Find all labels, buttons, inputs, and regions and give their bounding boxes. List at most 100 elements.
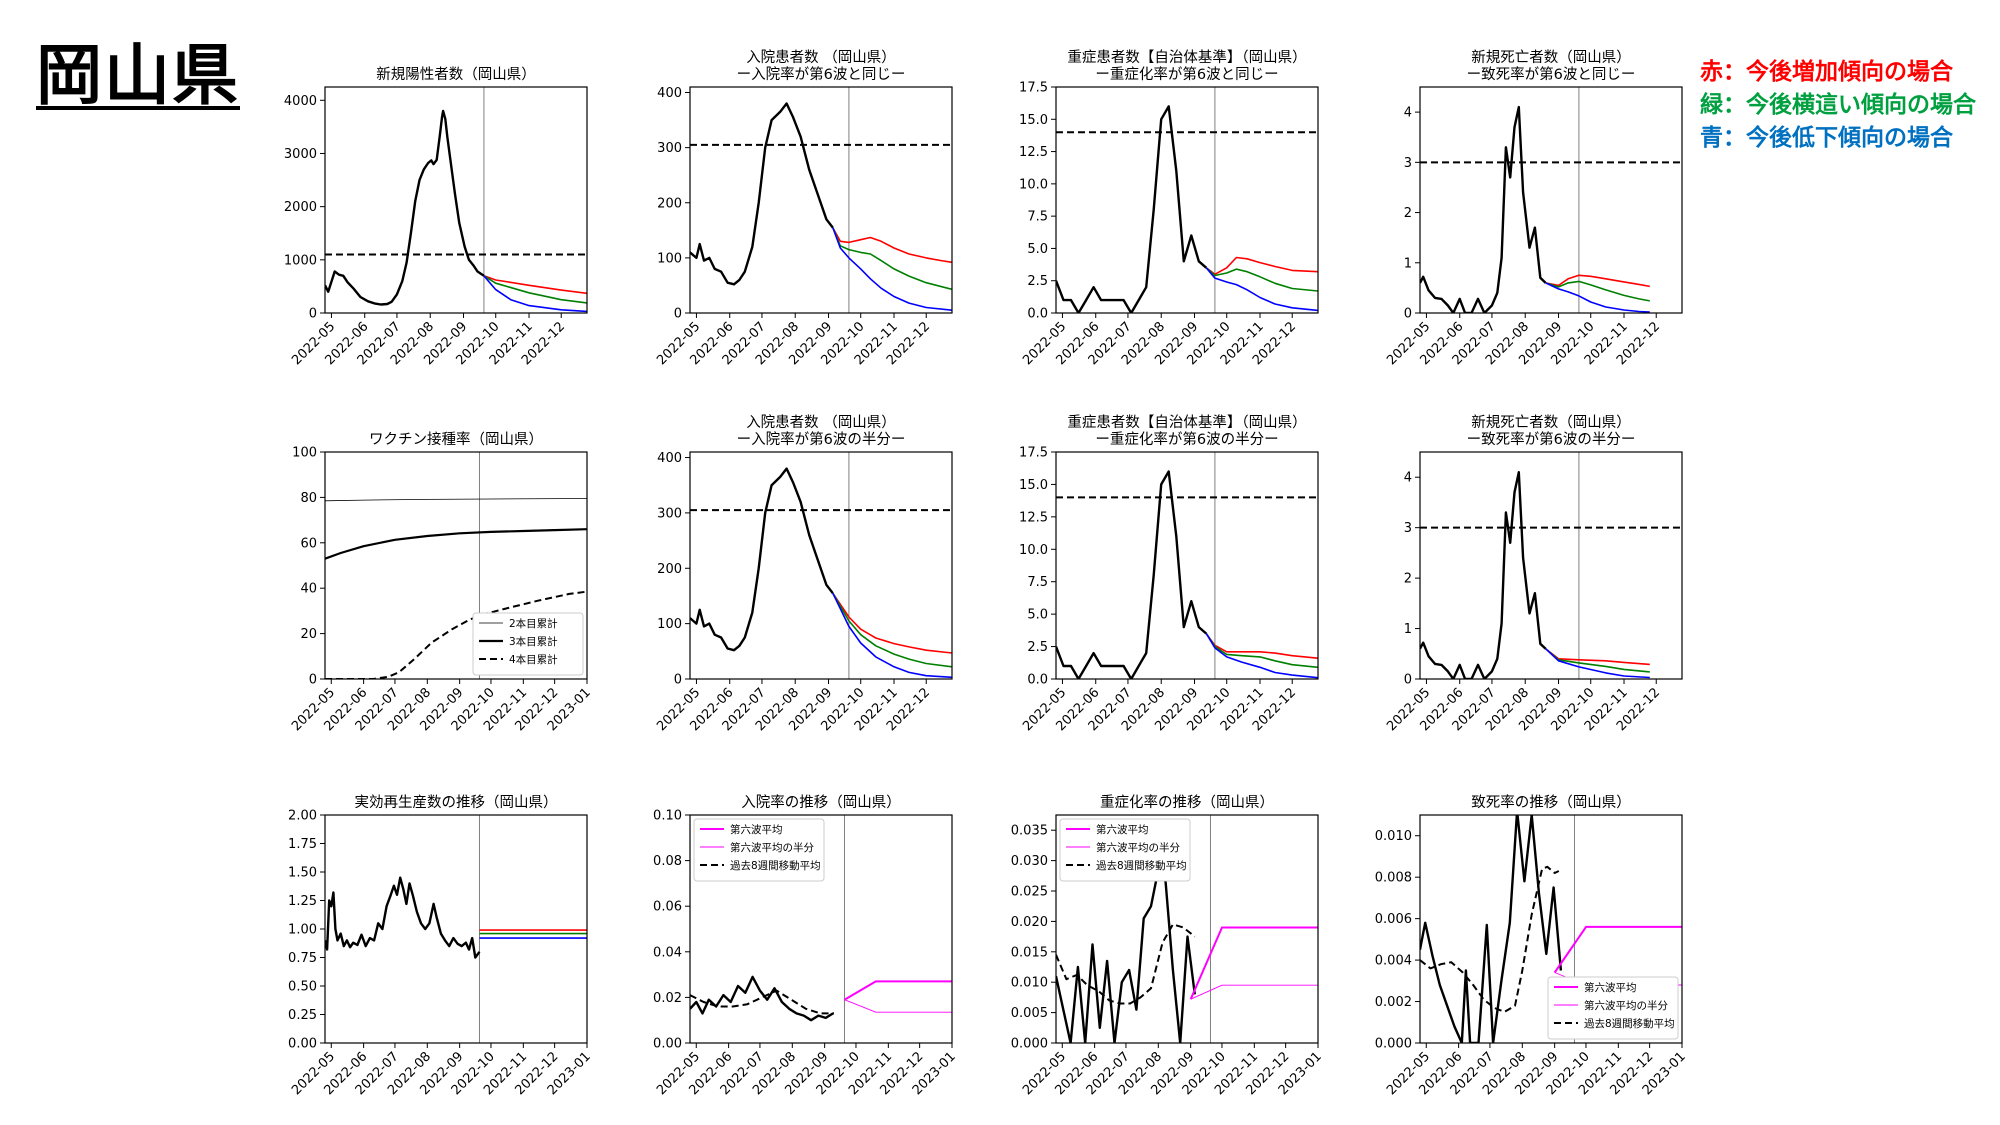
series-red xyxy=(1545,274,1650,288)
series-solid xyxy=(325,528,587,560)
y-tick-label: 0 xyxy=(309,307,317,322)
y-tick-label: 300 xyxy=(657,506,682,521)
series-blue xyxy=(1545,282,1650,313)
axes-frame xyxy=(324,814,588,1044)
y-tick-label: 200 xyxy=(657,562,682,577)
y-tick-label: 0 xyxy=(674,307,682,322)
plot-area xyxy=(1420,87,1682,313)
series-actual xyxy=(1056,105,1208,313)
y-tick-label: 17.5 xyxy=(1019,446,1048,461)
series-blue xyxy=(832,592,952,679)
y-tick-label: 0.004 xyxy=(1375,954,1412,969)
legend-label: 第六波平均 xyxy=(1096,823,1149,836)
series-green xyxy=(832,227,952,291)
y-tick-label: 0 xyxy=(1404,673,1412,688)
y-tick-label: 4 xyxy=(1404,471,1412,486)
series-blue xyxy=(1205,267,1318,312)
y-tick-label: 12.5 xyxy=(1019,145,1048,160)
series-green xyxy=(483,275,587,304)
chart-severe-half: 重症患者数【自治体基準】（岡山県）ー重症化率が第6波の半分ー 0.0 2.5 5.0 7… xyxy=(1019,414,1319,734)
axes-frame xyxy=(1055,451,1319,680)
y-tick-label: 0.75 xyxy=(288,951,317,966)
chart-deaths-same: 新規死亡者数（岡山県）ー致死率が第6波と同じー012342022-052022-… xyxy=(1384,49,1683,368)
y-tick-label: 0 xyxy=(309,673,317,688)
y-tick-label: 2.5 xyxy=(1027,640,1048,655)
y-tick-label: 2 xyxy=(1404,572,1412,587)
series-red xyxy=(832,227,952,264)
chart-title: ワクチン接種率（岡山県） xyxy=(369,431,543,448)
y-tick-label: 0.005 xyxy=(1011,1006,1048,1021)
plot-area xyxy=(1056,452,1318,679)
y-tick-label: 10.0 xyxy=(1019,543,1048,558)
series-actual xyxy=(1420,471,1547,679)
chart-title: 新規死亡者数（岡山県） xyxy=(1471,49,1631,66)
series-actual xyxy=(1056,868,1196,1043)
axes-frame xyxy=(1055,86,1319,314)
series-blue xyxy=(832,227,952,311)
chart-title: 重症患者数【自治体基準】（岡山県） xyxy=(1067,414,1306,431)
chart-title: 重症化率の推移（岡山県） xyxy=(1100,794,1274,811)
y-tick-label: 17.5 xyxy=(1019,81,1048,96)
chart-legend: 2本目累計 3本目累計 4本目累計 xyxy=(472,612,584,676)
y-tick-label: 0 xyxy=(674,673,682,688)
y-tick-label: 300 xyxy=(657,141,682,156)
legend-label: 過去8週間移動平均 xyxy=(1096,859,1187,872)
page-title: 岡山県 xyxy=(36,37,240,114)
chart-title: ー重症化率が第6波の半分ー xyxy=(1095,430,1278,448)
y-tick-label: 7.5 xyxy=(1027,575,1048,590)
y-tick-label: 400 xyxy=(657,451,682,466)
axes-frame xyxy=(1419,451,1683,680)
legend-label: 第六波平均の半分 xyxy=(1584,999,1668,1012)
color-legend-notes: 赤：今後増加傾向の場合 緑：今後横這い傾向の場合 青：今後低下傾向の場合 xyxy=(1700,56,1976,155)
y-tick-label: 2000 xyxy=(284,200,317,215)
y-tick-label: 0.000 xyxy=(1375,1037,1412,1052)
chart-severe-rate: 重症化率の推移（岡山県） 0.000 0.005 0.010 0.015 0.020 0.0… xyxy=(1011,794,1325,1098)
y-tick-label: 0.010 xyxy=(1375,829,1412,844)
y-tick-label: 0.04 xyxy=(653,945,682,960)
y-tick-label: 0.015 xyxy=(1011,945,1048,960)
y-tick-label: 2.00 xyxy=(288,809,317,824)
chart-title: 入院率の推移（岡山県） xyxy=(741,794,901,811)
legend-label: 4本目累計 xyxy=(509,653,558,666)
chart-hosp-rate: 入院率の推移（岡山県）0.000.020.040.060.080.102022-… xyxy=(653,794,959,1098)
y-tick-label: 1.50 xyxy=(288,866,317,881)
note-blue: 青：今後低下傾向の場合 xyxy=(1700,125,1953,151)
y-tick-label: 0.00 xyxy=(288,1037,317,1052)
y-tick-label: 0.006 xyxy=(1375,912,1412,927)
plot-area xyxy=(325,815,587,1043)
plot-area xyxy=(325,87,587,313)
axes-frame xyxy=(689,814,953,1044)
y-tick-label: 0.030 xyxy=(1011,854,1048,869)
y-tick-label: 3 xyxy=(1404,156,1412,171)
axes-frame xyxy=(1419,86,1683,314)
plot-area xyxy=(690,815,952,1043)
legend-label: 2本目累計 xyxy=(509,617,558,630)
chart-title: 入院患者数 （岡山県） xyxy=(746,49,896,66)
chart-hosp-same: 入院患者数 （岡山県）ー入院率が第6波と同じー01002003004002022… xyxy=(654,49,953,368)
legend-label: 3本目累計 xyxy=(509,635,558,648)
series-actual xyxy=(690,975,834,1022)
series-actual xyxy=(1420,815,1563,1043)
y-tick-label: 2.5 xyxy=(1027,274,1048,289)
y-tick-label: 0.08 xyxy=(653,854,682,869)
chart-severe-same: 重症患者数【自治体基準】（岡山県）ー重症化率が第6波と同じー 0.0 2.5 5.0 7… xyxy=(1019,49,1319,368)
series-dashed xyxy=(690,989,834,1015)
y-tick-label: 1.25 xyxy=(288,894,317,909)
axes-frame xyxy=(1055,814,1319,1044)
axes-frame xyxy=(324,86,588,314)
y-tick-label: 4000 xyxy=(284,94,317,109)
note-green: 緑：今後横這い傾向の場合 xyxy=(1700,92,1976,118)
series-actual xyxy=(690,102,834,286)
series-red xyxy=(832,592,952,654)
legend-label: 第六波平均 xyxy=(1584,981,1637,994)
legend-label: 過去8週間移動平均 xyxy=(730,859,821,872)
y-tick-label: 1.00 xyxy=(288,923,317,938)
y-tick-label: 200 xyxy=(657,196,682,211)
y-tick-label: 12.5 xyxy=(1019,510,1048,525)
y-tick-label: 1000 xyxy=(284,253,317,268)
series-magenta-thick xyxy=(1553,925,1682,974)
y-tick-label: 0.000 xyxy=(1011,1037,1048,1052)
axes-frame xyxy=(1419,814,1683,1044)
series-green xyxy=(1205,633,1318,669)
y-tick-label: 0.00 xyxy=(653,1037,682,1052)
